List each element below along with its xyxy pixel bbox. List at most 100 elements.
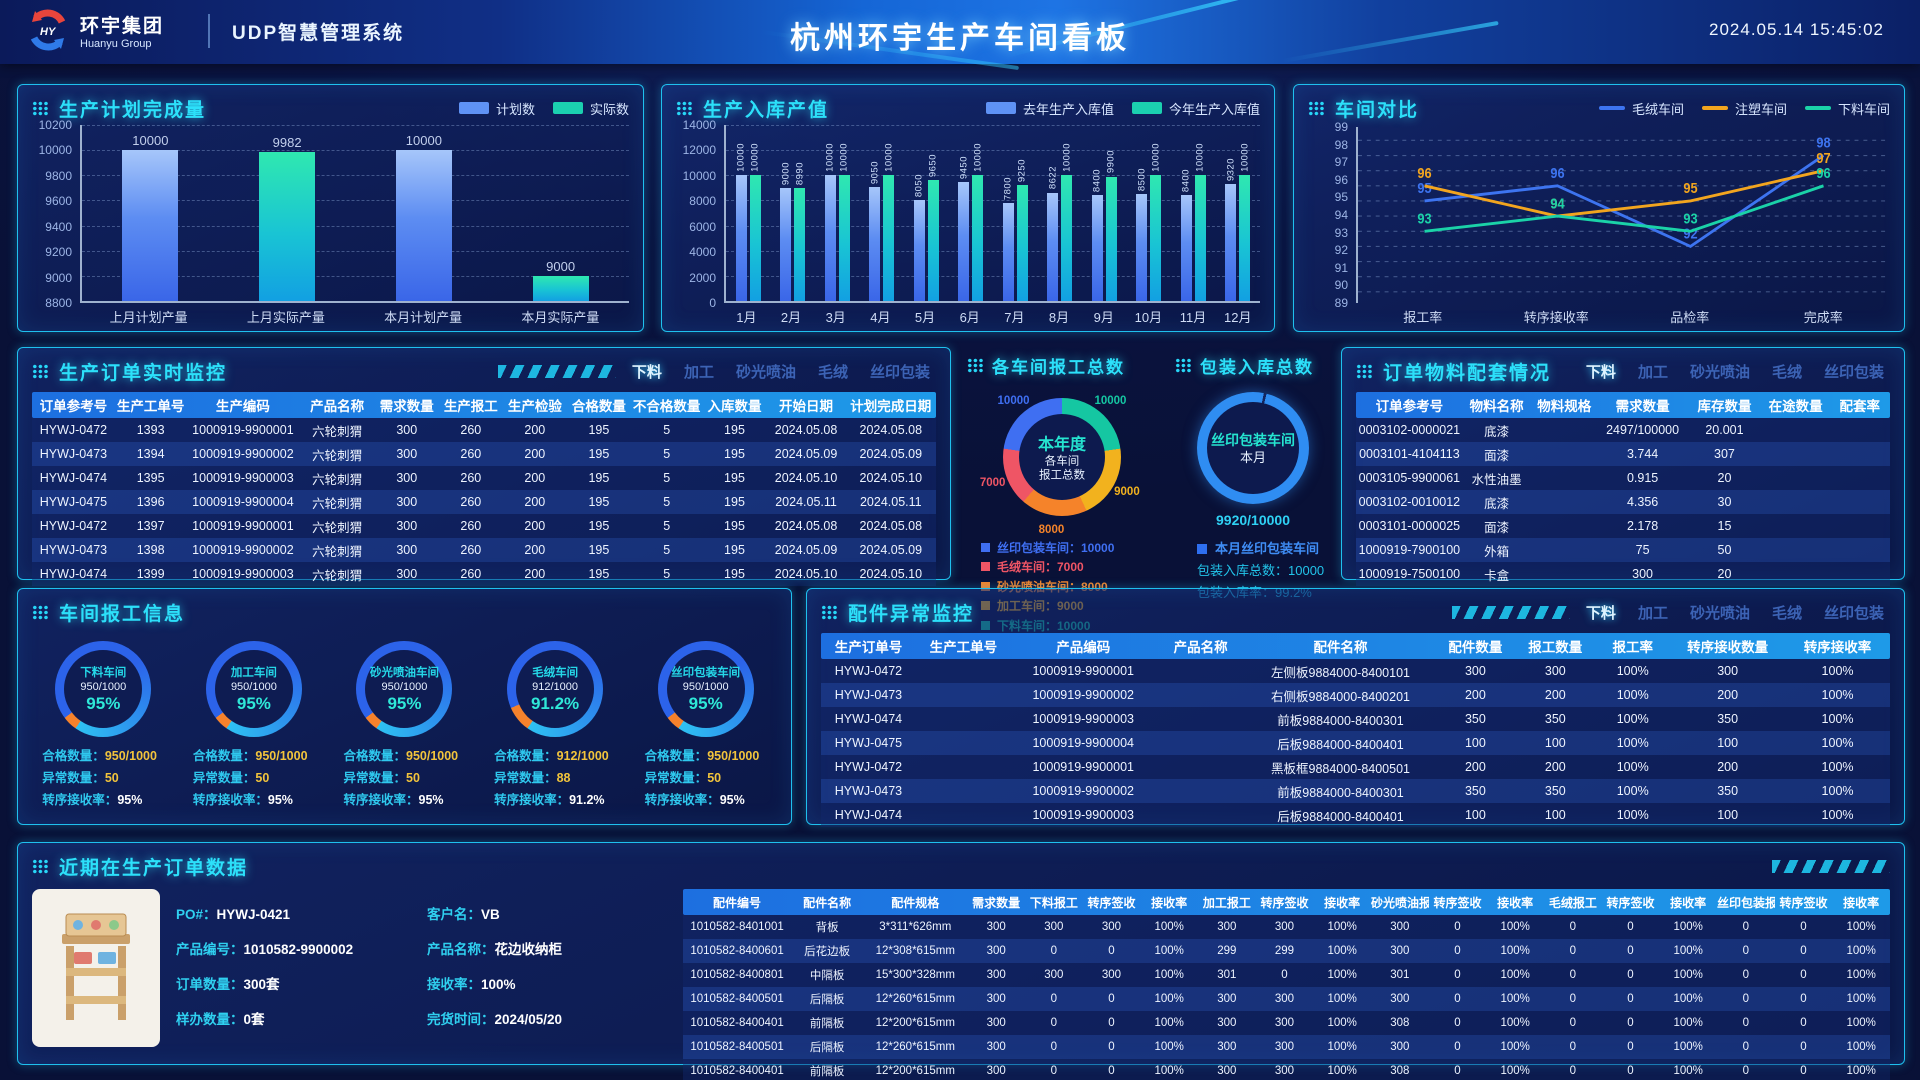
bar-value-label: 10000 <box>1150 143 1162 173</box>
tab-下料[interactable]: 下料 <box>631 363 662 381</box>
workshop-tabs: 下料 加工 砂光喷油 毛绒 丝印包装 <box>1580 602 1890 623</box>
stat-value: 95% <box>267 793 293 807</box>
recent-orders-table: 配件编号 配件名称 配件规格 需求数量 下料报工 转序签收 接收率 加工报工 转序签收 接收率 砂光… <box>683 889 1890 1080</box>
bar: 8050 <box>913 174 925 301</box>
legend-item[interactable]: 去年生产入库值 <box>985 99 1114 118</box>
tab-毛绒[interactable]: 毛绒 <box>1771 604 1802 622</box>
tab-丝印包装[interactable]: 丝印包装 <box>1823 363 1884 381</box>
table-cell: 0 <box>1108 1065 1115 1077</box>
order-info-field: 产品编号：1010582-9900002 <box>176 938 401 958</box>
pie-slice-value: 10000 <box>1094 395 1127 408</box>
table-cell: 2024.05.10 <box>859 471 923 485</box>
column-header: 接收率 <box>1670 895 1707 910</box>
table-row: HYWJ-0475 1000919-9900004 后板9884000-840040… <box>821 731 1890 755</box>
table-cell: 2024.05.08 <box>859 519 923 533</box>
bar: 10000 <box>824 143 836 301</box>
axis-category-label: 2月 <box>780 310 802 325</box>
tab-丝印包装[interactable]: 丝印包装 <box>1823 604 1884 622</box>
table-row: 0003102-0010012 底漆 4.356 30 <box>1356 490 1890 514</box>
axis-tick-label: 14000 <box>682 118 716 132</box>
stat-value: 95% <box>418 793 444 807</box>
column-header: 生产检验 <box>507 399 562 414</box>
column-header: 产品编码 <box>1056 640 1111 655</box>
axis-category-label: 上月实际产量 <box>246 310 325 325</box>
table-cell: 195 <box>588 543 610 557</box>
column-header: 转序签收 <box>1606 895 1655 910</box>
axis-tick-label: 9600 <box>45 194 72 209</box>
column-header: 接收率 <box>1151 895 1188 910</box>
table-cell: 200 <box>1464 688 1486 702</box>
tab-加工[interactable]: 加工 <box>1637 604 1668 622</box>
tab-砂光喷油[interactable]: 砂光喷油 <box>1689 363 1750 381</box>
bar-value-label: 10000 <box>735 143 747 173</box>
bar-value-label: 10000 <box>405 133 442 149</box>
legend-item[interactable]: 丝印包装车间：10000 <box>981 539 1171 556</box>
column-header: 生产工单号 <box>116 399 185 414</box>
tab-丝印包装[interactable]: 丝印包装 <box>869 363 930 381</box>
table-cell: 0 <box>1742 993 1750 1005</box>
stat-label: 合格数量： <box>343 749 406 763</box>
bar: 9320 <box>1225 158 1237 301</box>
bar-value-label: 8050 <box>913 173 925 197</box>
chevron-decoration-icon <box>1772 859 1890 873</box>
bar-value-label: 10000 <box>883 143 895 173</box>
table-cell: 100% <box>1327 921 1357 933</box>
stat-label: 转序接收率： <box>644 793 720 807</box>
legend-item[interactable]: 实际数 <box>552 99 629 118</box>
table-cell: 100% <box>1616 736 1649 750</box>
table-cell: 0 <box>1569 1017 1577 1029</box>
panel-parts-monitor: 配件异常监控 下料 加工 砂光喷油 毛绒 丝印包装 生产订单号 生产工单号 产品编码 产品名称… <box>806 588 1905 827</box>
pie-center-subtitle: 各车间 <box>1044 455 1080 468</box>
tab-下料[interactable]: 下料 <box>1585 604 1616 622</box>
stat-label: 转序接收率： <box>343 793 419 807</box>
bar-slot: 10000 <box>356 125 493 301</box>
table-cell: 20 <box>1717 567 1732 581</box>
tab-砂光喷油[interactable]: 砂光喷油 <box>735 363 796 381</box>
tab-毛绒[interactable]: 毛绒 <box>817 363 848 381</box>
field-value: 100% <box>481 977 516 992</box>
gridline <box>82 275 629 277</box>
table-cell: 300 <box>1274 921 1295 933</box>
column-header: 产品名称 <box>310 399 365 414</box>
column-header: 生产报工 <box>443 399 498 414</box>
table-cell: 260 <box>460 519 482 533</box>
package-ratio: 9920/10000 <box>1216 512 1290 528</box>
bar-value-label: 9000 <box>546 258 576 274</box>
tab-加工[interactable]: 加工 <box>683 363 714 381</box>
legend-item[interactable]: 计划数 <box>458 99 535 118</box>
panel-workshop-compare: 车间对比 毛绒车间 注塑车间 下料车间 99 98 97 96 95 94 93 92 91 90 89… <box>1293 84 1905 332</box>
legend-item[interactable]: 毛绒车间：7000 <box>981 558 1171 575</box>
bar: 7800 <box>1002 177 1014 301</box>
table-cell: 100% <box>1154 969 1184 981</box>
table-cell: 水性油墨 <box>1471 472 1522 487</box>
huanyu-logo: HY 环宇集团 Huanyu Group <box>26 8 164 52</box>
parts-monitor-table: 生产订单号 生产工单号 产品编码 产品名称 配件名称 配件数量 报工数量 报工率 转序接收数量 转… <box>807 629 1904 827</box>
legend-item[interactable]: 本月丝印包装车间 <box>1197 538 1335 560</box>
stat-label: 异常数量： <box>192 771 256 785</box>
stat-value: 50 <box>255 771 270 785</box>
stat-label: 合格数量： <box>644 749 708 763</box>
legend-item[interactable]: 下料车间 <box>1804 99 1890 118</box>
table-cell: 六轮刺猬 <box>312 544 363 559</box>
bar-slot: 10000 <box>82 125 219 301</box>
report-total-section: 各车间报工总数 本年度 各车间 报工总数 10000 9000 8000 7000 10000… <box>963 347 1171 633</box>
table-cell: 300 <box>1217 993 1237 1005</box>
tab-毛绒[interactable]: 毛绒 <box>1771 363 1802 381</box>
legend-item[interactable]: 毛绒车间 <box>1598 99 1684 118</box>
legend-item[interactable]: 注塑车间 <box>1701 99 1787 118</box>
axis-category-label: 8月 <box>1048 310 1070 325</box>
pie-center-subtitle: 报工总数 <box>1038 470 1085 482</box>
tab-砂光喷油[interactable]: 砂光喷油 <box>1689 604 1750 622</box>
legend-item[interactable]: 今年生产入库值 <box>1131 99 1260 118</box>
table-cell: HYWJ-0474 <box>39 567 108 581</box>
tab-下料[interactable]: 下料 <box>1585 363 1616 381</box>
gauge-center: 毛绒车间 912/1000 91.2% <box>507 641 603 737</box>
table-cell: 5 <box>663 543 671 557</box>
table-row: 0003102-0000021 底漆 2497/100000 20.001 <box>1356 418 1890 442</box>
table-cell: 1000919-9900001 <box>1032 760 1134 774</box>
gauge-stat: 合格数量：950/1000 <box>42 745 174 764</box>
table-cell: 100% <box>1673 1017 1703 1029</box>
order-info-field: 完货时间：2024/05/20 <box>427 1008 667 1028</box>
tab-加工[interactable]: 加工 <box>1637 363 1668 381</box>
table-cell: 0 <box>1742 1065 1750 1077</box>
